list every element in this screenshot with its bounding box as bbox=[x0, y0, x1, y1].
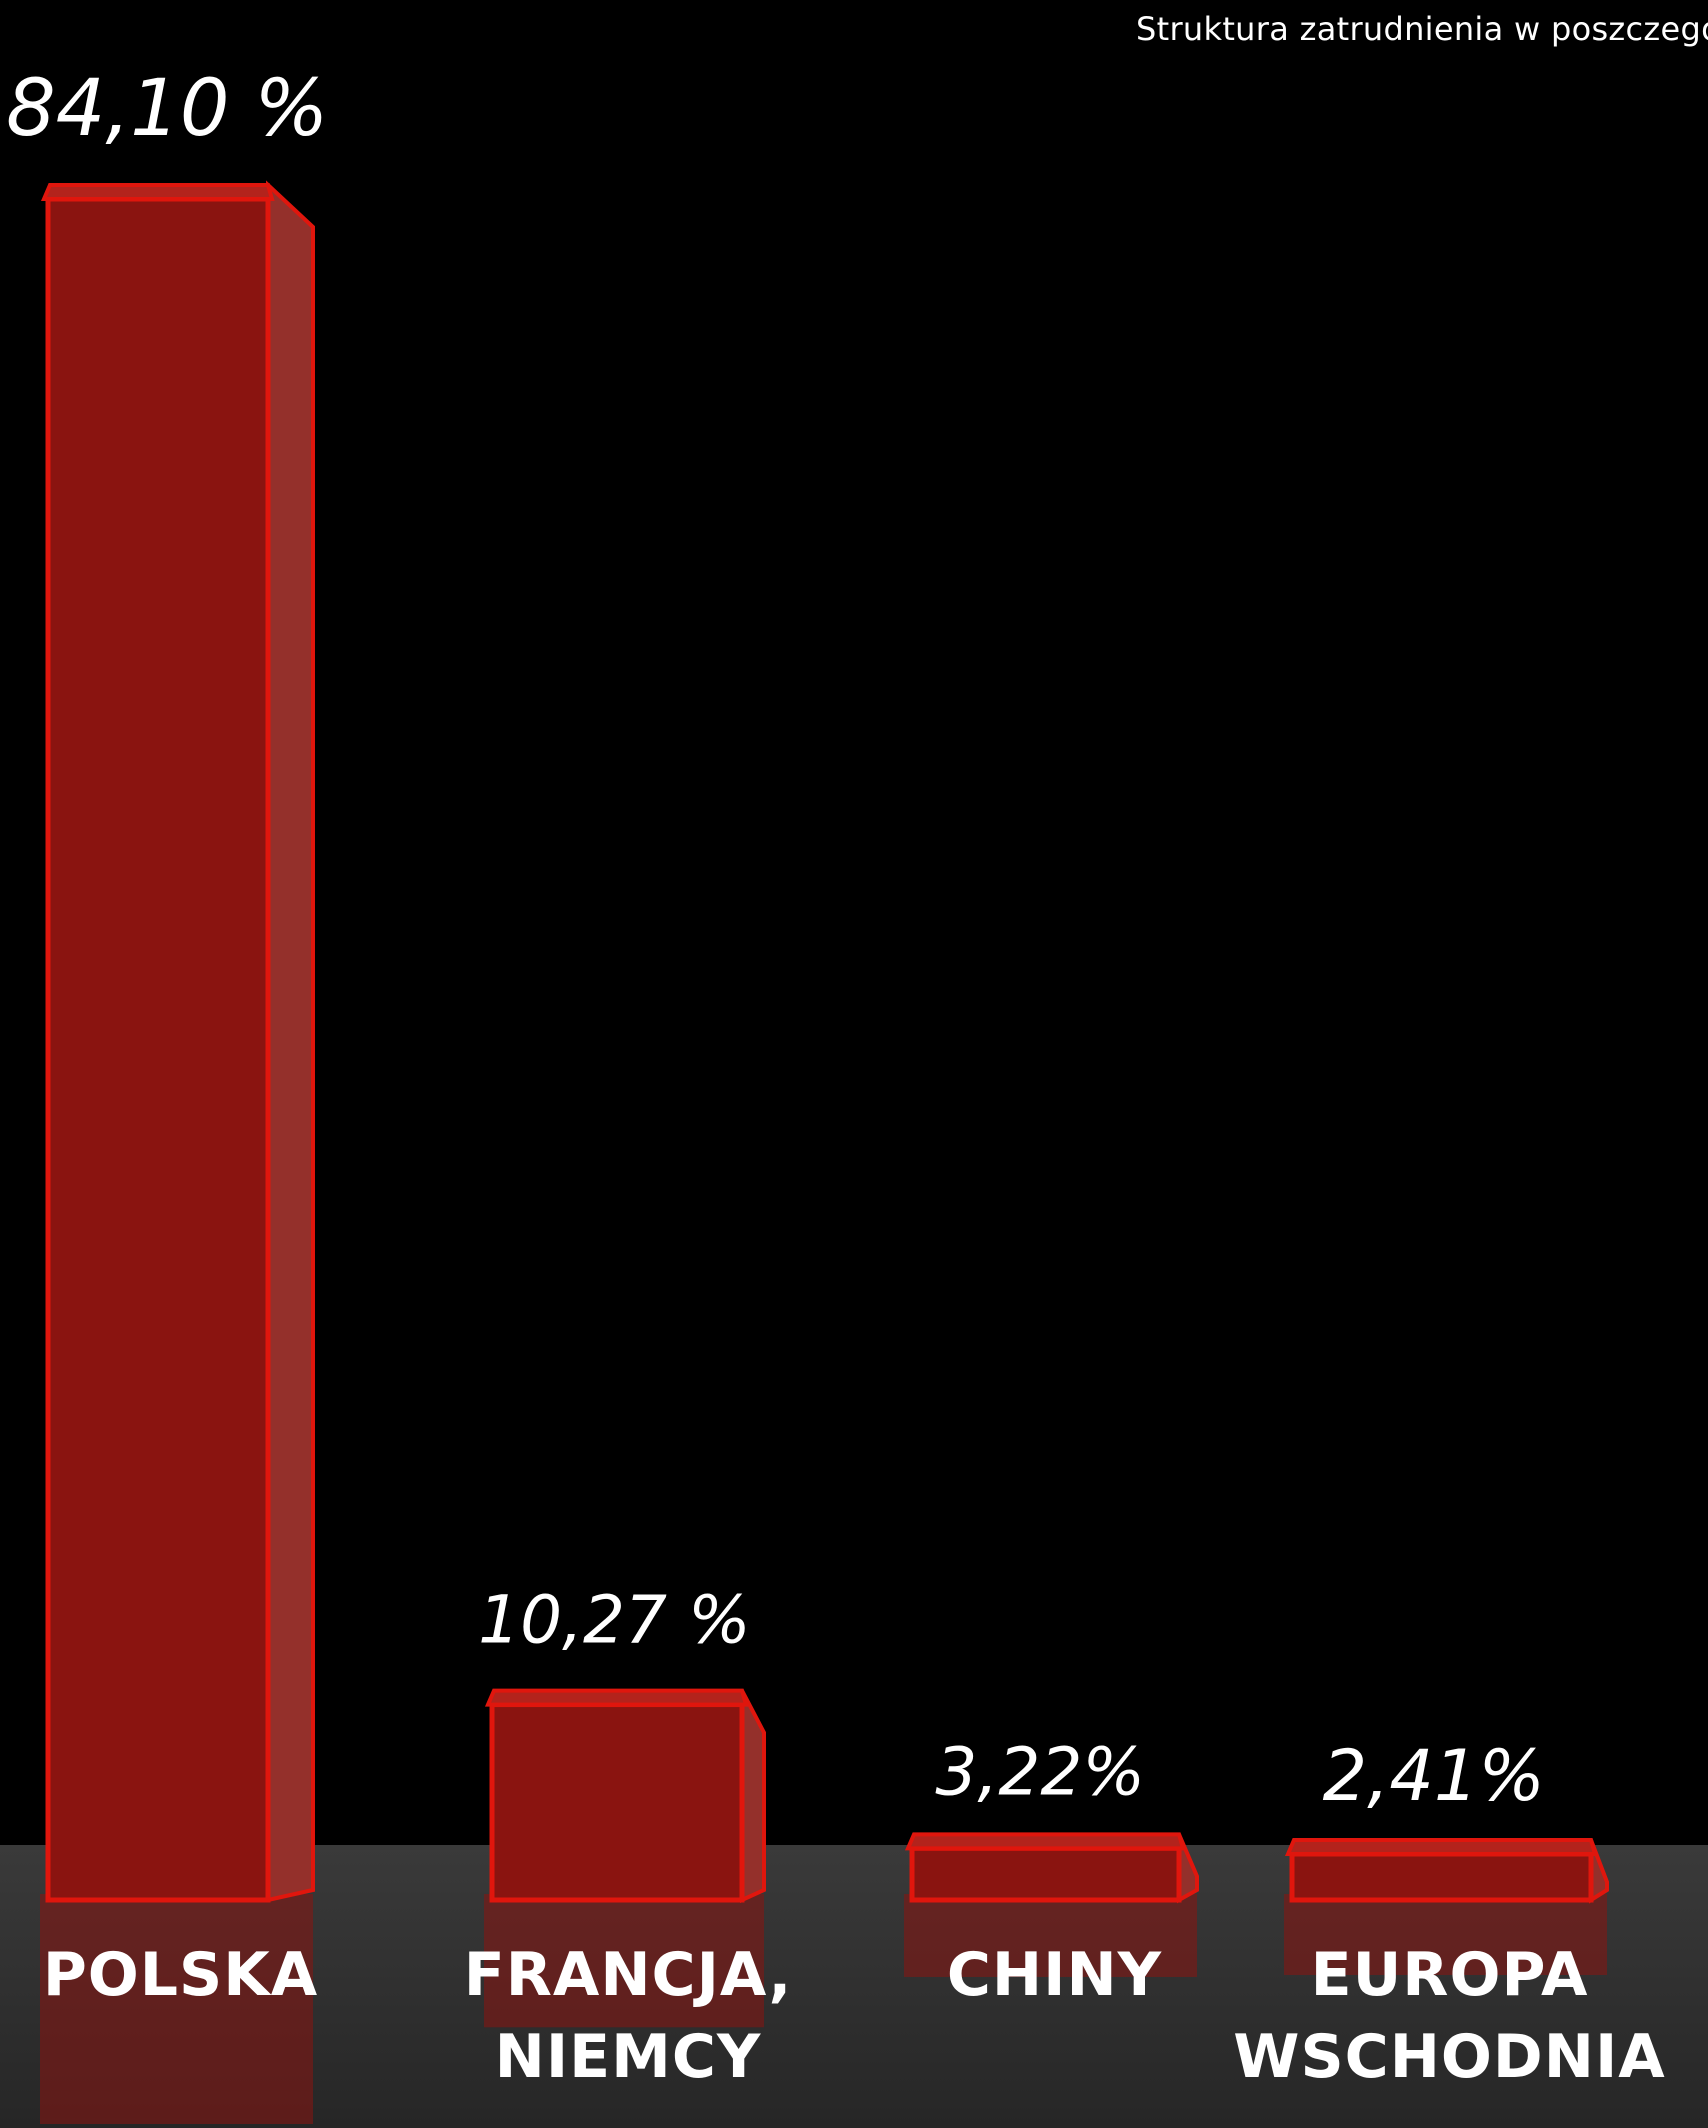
bar-top-face bbox=[1284, 1838, 1598, 1856]
bar-value-label: 2,41% bbox=[1323, 1735, 1545, 1817]
bar-value-label: 10,27 % bbox=[478, 1582, 751, 1659]
bar-3 bbox=[1289, 1851, 1594, 1903]
bar-0 bbox=[45, 196, 271, 1903]
bar-side-face bbox=[266, 180, 315, 1903]
bar-top-face bbox=[904, 1832, 1186, 1851]
bar-value-label: 3,22% bbox=[935, 1733, 1145, 1810]
chart-subtitle: Struktura zatrudnienia w poszczególnyc bbox=[1136, 10, 1708, 48]
category-label: FRANCJA, NIEMCY bbox=[464, 1940, 793, 2092]
category-label: CHINY bbox=[947, 1940, 1163, 2010]
bar-1 bbox=[489, 1702, 745, 1903]
bar-reflection bbox=[40, 1894, 313, 2124]
category-label: EUROPA WSCHODNIA bbox=[1233, 1940, 1665, 2092]
bar-2 bbox=[909, 1845, 1182, 1903]
bar-reflection bbox=[1284, 1894, 1607, 1975]
bar-top-face bbox=[40, 183, 275, 201]
bar-reflection bbox=[484, 1894, 764, 2028]
bar-value-label: 84,10 % bbox=[6, 64, 328, 154]
category-label: POLSKA bbox=[43, 1940, 318, 2010]
bar-side-face bbox=[740, 1689, 766, 1904]
bar-reflection bbox=[904, 1894, 1197, 1977]
bar-top-face bbox=[484, 1688, 749, 1707]
